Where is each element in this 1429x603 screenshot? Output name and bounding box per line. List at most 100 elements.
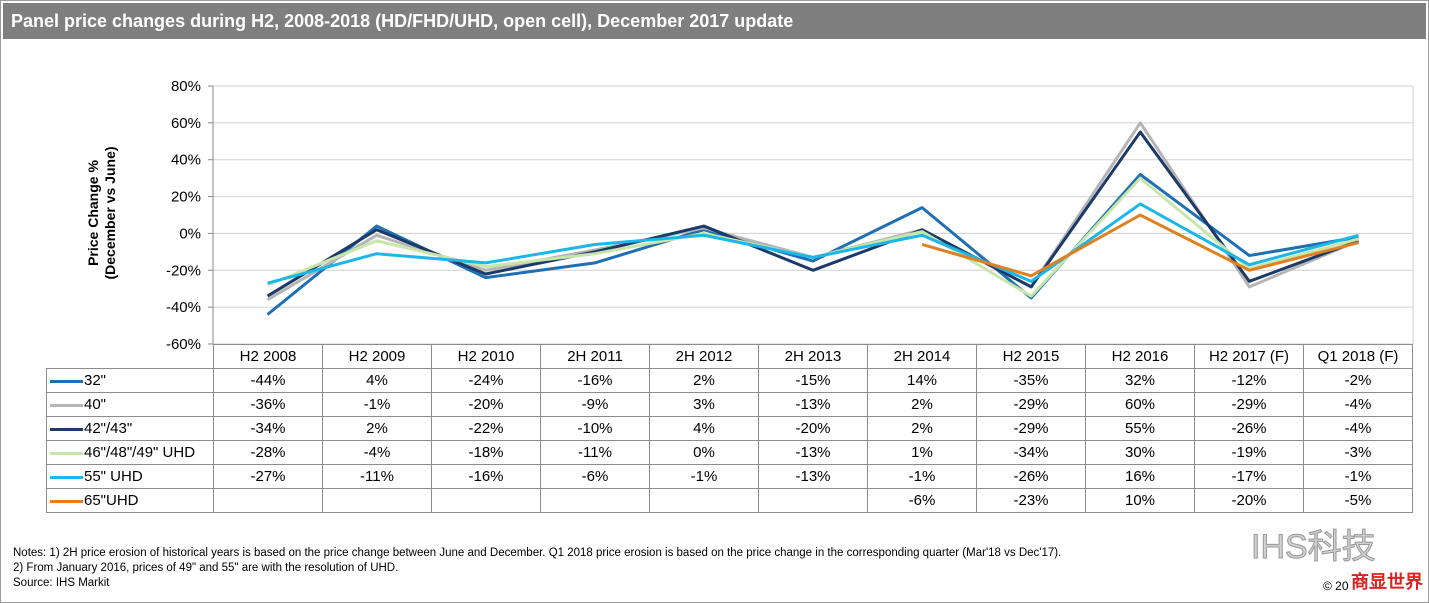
watermark-logo: IHS科技 xyxy=(1251,528,1377,567)
category-label: H2 2010 xyxy=(431,344,541,369)
data-label: -13% xyxy=(758,464,868,489)
category-label: H2 2008 xyxy=(213,344,323,369)
data-label: -36% xyxy=(213,392,323,417)
category-label: H2 2016 xyxy=(1085,344,1195,369)
data-label: 60% xyxy=(1085,392,1195,417)
data-label: -10% xyxy=(540,416,650,441)
series-name: 55" UHD xyxy=(84,468,143,485)
data-label xyxy=(540,488,650,513)
y-tick-label: -20% xyxy=(166,262,201,279)
data-label: -17% xyxy=(1194,464,1304,489)
legend-entry: 40" xyxy=(46,392,214,417)
data-label: -1% xyxy=(1303,464,1413,489)
data-label: -34% xyxy=(976,440,1086,465)
data-label: -26% xyxy=(976,464,1086,489)
data-label: -1% xyxy=(649,464,759,489)
legend-swatch xyxy=(50,379,83,383)
copyright: © 20 xyxy=(1323,579,1349,593)
data-label: -13% xyxy=(758,440,868,465)
data-label: -1% xyxy=(867,464,977,489)
table-row: 42"/43" -34% 2% -22% -10% 4% -20% 2% -29% 55% -26%… xyxy=(46,416,1413,441)
series-name: 40" xyxy=(84,396,107,413)
data-label: 2% xyxy=(867,416,977,441)
source: Source: IHS Markit xyxy=(13,577,110,589)
data-label xyxy=(322,488,432,513)
notes: Notes: 1) 2H price erosion of historical… xyxy=(13,546,1061,591)
series-line xyxy=(266,176,1359,298)
data-label: -44% xyxy=(213,368,323,393)
data-label: 3% xyxy=(649,392,759,417)
table-corner xyxy=(46,344,214,369)
data-label: -28% xyxy=(213,440,323,465)
legend-entry: 65"UHD xyxy=(46,488,214,513)
note-1: Notes: 1) 2H price erosion of historical… xyxy=(13,547,1062,559)
legend-swatch xyxy=(50,475,83,479)
data-label: -5% xyxy=(1303,488,1413,513)
category-label: 2H 2013 xyxy=(758,344,868,369)
category-label: H2 2017 (F) xyxy=(1194,344,1304,369)
series-line xyxy=(267,202,1359,285)
legend-swatch xyxy=(50,403,83,407)
data-label xyxy=(649,488,759,513)
data-label: 1% xyxy=(867,440,977,465)
data-label: -11% xyxy=(540,440,650,465)
series-name: 46"/48"/49" UHD xyxy=(84,444,196,461)
table-row: 55" UHD -27% -11% -16% -6% -1% -13% -1% -26% 16% -… xyxy=(46,464,1413,489)
watermark-logo-2: 商显世界 xyxy=(1351,572,1423,592)
legend-swatch xyxy=(50,427,83,431)
data-label: -19% xyxy=(1194,440,1304,465)
data-label: -4% xyxy=(1303,392,1413,417)
series-name: 32" xyxy=(84,372,107,389)
y-tick-label: 60% xyxy=(171,115,201,132)
y-axis-title-line1: Price Change % xyxy=(85,160,101,266)
chart-title: Panel price changes during H2, 2008-2018… xyxy=(3,3,1426,39)
data-label: 2% xyxy=(322,416,432,441)
data-label: -23% xyxy=(976,488,1086,513)
data-label: -16% xyxy=(540,368,650,393)
data-label: -20% xyxy=(758,416,868,441)
series-name: 42"/43" xyxy=(84,420,133,437)
data-label: -12% xyxy=(1194,368,1304,393)
data-label: -15% xyxy=(758,368,868,393)
category-label: Q1 2018 (F) xyxy=(1303,344,1413,369)
data-label xyxy=(758,488,868,513)
data-label: -16% xyxy=(431,464,541,489)
data-label: -20% xyxy=(431,392,541,417)
series-line xyxy=(266,121,1360,302)
data-label: 4% xyxy=(649,416,759,441)
legend-swatch xyxy=(50,499,83,503)
y-tick-label: -40% xyxy=(166,299,201,316)
data-label: -22% xyxy=(431,416,541,441)
data-label: 2% xyxy=(867,392,977,417)
legend-entry: 46"/48"/49" UHD xyxy=(46,440,214,465)
legend-entry: 32" xyxy=(46,368,214,393)
data-label: -18% xyxy=(431,440,541,465)
series-line xyxy=(921,213,1359,278)
legend-entry: 55" UHD xyxy=(46,464,214,489)
y-axis-title: Price Change % (December vs June) xyxy=(85,108,119,318)
data-label: -1% xyxy=(322,392,432,417)
data-label: 2% xyxy=(649,368,759,393)
data-label: 0% xyxy=(649,440,759,465)
category-label: H2 2009 xyxy=(322,344,432,369)
category-label: H2 2015 xyxy=(976,344,1086,369)
data-label: -24% xyxy=(431,368,541,393)
category-label: 2H 2012 xyxy=(649,344,759,369)
table-row: 46"/48"/49" UHD -28% -4% -18% -11% 0% -13% 1% -3… xyxy=(46,440,1413,465)
y-tick-label: 80% xyxy=(171,78,201,95)
table-row: 65"UHD -6% -23% 10% -20% -5% xyxy=(46,488,1413,513)
data-label: -3% xyxy=(1303,440,1413,465)
data-label: -29% xyxy=(976,416,1086,441)
y-tick-label: 0% xyxy=(179,225,201,242)
table-row: 40" -36% -1% -20% -9% 3% -13% 2% -29% 60% -29% -4% xyxy=(46,392,1413,417)
legend-swatch xyxy=(50,451,83,455)
data-label: -6% xyxy=(867,488,977,513)
legend-entry: 42"/43" xyxy=(46,416,214,441)
table-header-row: H2 2008 H2 2009 H2 2010 2H 2011 2H 2012 2H 20… xyxy=(46,344,1413,369)
data-label: 10% xyxy=(1085,488,1195,513)
data-label: 32% xyxy=(1085,368,1195,393)
data-label: -2% xyxy=(1303,368,1413,393)
data-label: -4% xyxy=(1303,416,1413,441)
data-label: -26% xyxy=(1194,416,1304,441)
series-name: 65"UHD xyxy=(84,492,139,509)
